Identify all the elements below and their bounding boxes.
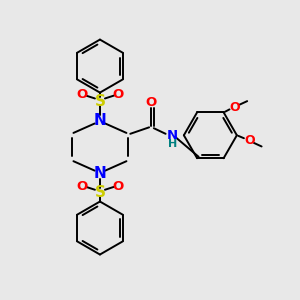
Text: N: N [94, 166, 106, 181]
Text: O: O [146, 96, 157, 110]
Text: S: S [94, 185, 105, 200]
Text: H: H [168, 139, 177, 148]
Text: O: O [112, 88, 124, 101]
Text: N: N [167, 129, 178, 142]
Text: S: S [94, 94, 105, 109]
Text: O: O [230, 100, 240, 113]
Text: O: O [244, 134, 254, 147]
Text: N: N [94, 113, 106, 128]
Text: O: O [76, 180, 87, 193]
Text: O: O [112, 180, 124, 193]
Text: O: O [76, 88, 87, 101]
